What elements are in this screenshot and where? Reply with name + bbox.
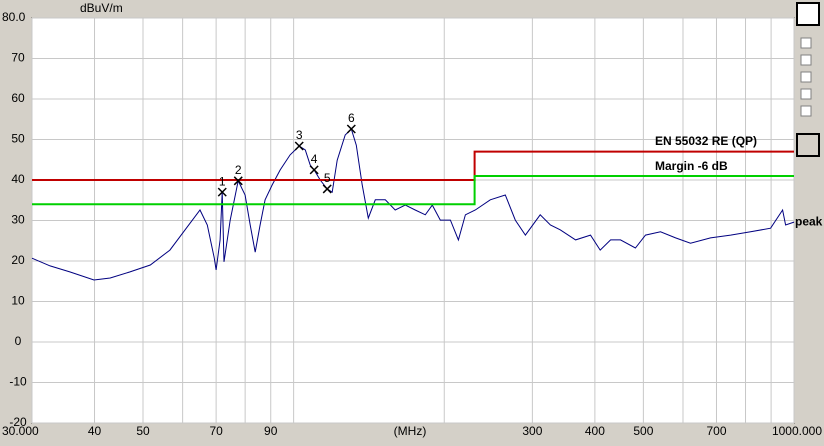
grid bbox=[31, 17, 795, 424]
series-line bbox=[31, 128, 795, 281]
y-tick-label: -10 bbox=[9, 375, 27, 389]
x-tick-label: 50 bbox=[136, 424, 150, 438]
y-tick-label: 60 bbox=[11, 91, 25, 105]
toolbar-button[interactable] bbox=[796, 2, 820, 26]
x-tick-label: 400 bbox=[585, 424, 605, 438]
x-axis-label: (MHz) bbox=[394, 424, 427, 438]
marker-label: 2 bbox=[235, 163, 242, 177]
x-tick-label: 40 bbox=[88, 424, 102, 438]
y-tick-label: 30 bbox=[11, 213, 25, 227]
series-line bbox=[32, 150, 794, 181]
marker-label: 3 bbox=[296, 128, 303, 142]
y-tick-label: -20 bbox=[9, 415, 27, 429]
x-tick-label: 30.000 bbox=[2, 424, 39, 438]
series-label: Margin -6 dB bbox=[655, 159, 728, 173]
y-tick-label: 20 bbox=[11, 253, 25, 267]
marker-cross bbox=[217, 187, 227, 197]
y-tick-label: 80.0 bbox=[2, 10, 26, 24]
y-tick-label: 50 bbox=[11, 132, 25, 146]
y-unit: dBuV/m bbox=[80, 1, 123, 15]
marker: 4 bbox=[309, 152, 319, 175]
marker-cross bbox=[346, 124, 356, 134]
marker: 5 bbox=[322, 171, 332, 194]
toolbar-button[interactable] bbox=[796, 133, 820, 157]
checkbox[interactable] bbox=[800, 71, 812, 83]
side-toolbar bbox=[796, 2, 820, 157]
marker-label: 6 bbox=[348, 111, 355, 125]
marker: 6 bbox=[346, 111, 356, 134]
checkbox[interactable] bbox=[800, 37, 812, 49]
x-tick-label: 300 bbox=[522, 424, 542, 438]
x-tick-label: 1000.000 bbox=[772, 424, 822, 438]
checkbox[interactable] bbox=[800, 105, 812, 117]
checkbox[interactable] bbox=[800, 88, 812, 100]
marker-label: 5 bbox=[324, 171, 331, 185]
series-label: peak bbox=[795, 214, 823, 228]
y-tick-label: 40 bbox=[11, 172, 25, 186]
marker-cross bbox=[233, 176, 243, 186]
series-line bbox=[32, 175, 794, 206]
marker-label: 4 bbox=[311, 152, 318, 166]
series-label: EN 55032 RE (QP) bbox=[655, 134, 757, 148]
y-tick-label: 0 bbox=[15, 334, 22, 348]
marker: 2 bbox=[233, 163, 243, 186]
x-tick-label: 500 bbox=[633, 424, 653, 438]
y-tick-label: 70 bbox=[11, 51, 25, 65]
marker-cross bbox=[309, 165, 319, 175]
checkbox[interactable] bbox=[800, 54, 812, 66]
x-tick-label: 90 bbox=[264, 424, 278, 438]
marker-label: 1 bbox=[219, 174, 226, 188]
marker-cross bbox=[294, 141, 304, 151]
y-tick-label: 10 bbox=[11, 294, 25, 308]
marker: 3 bbox=[294, 128, 304, 151]
marker-cross bbox=[322, 184, 332, 194]
x-tick-label: 700 bbox=[706, 424, 726, 438]
marker: 1 bbox=[217, 174, 227, 197]
x-tick-label: 70 bbox=[209, 424, 223, 438]
